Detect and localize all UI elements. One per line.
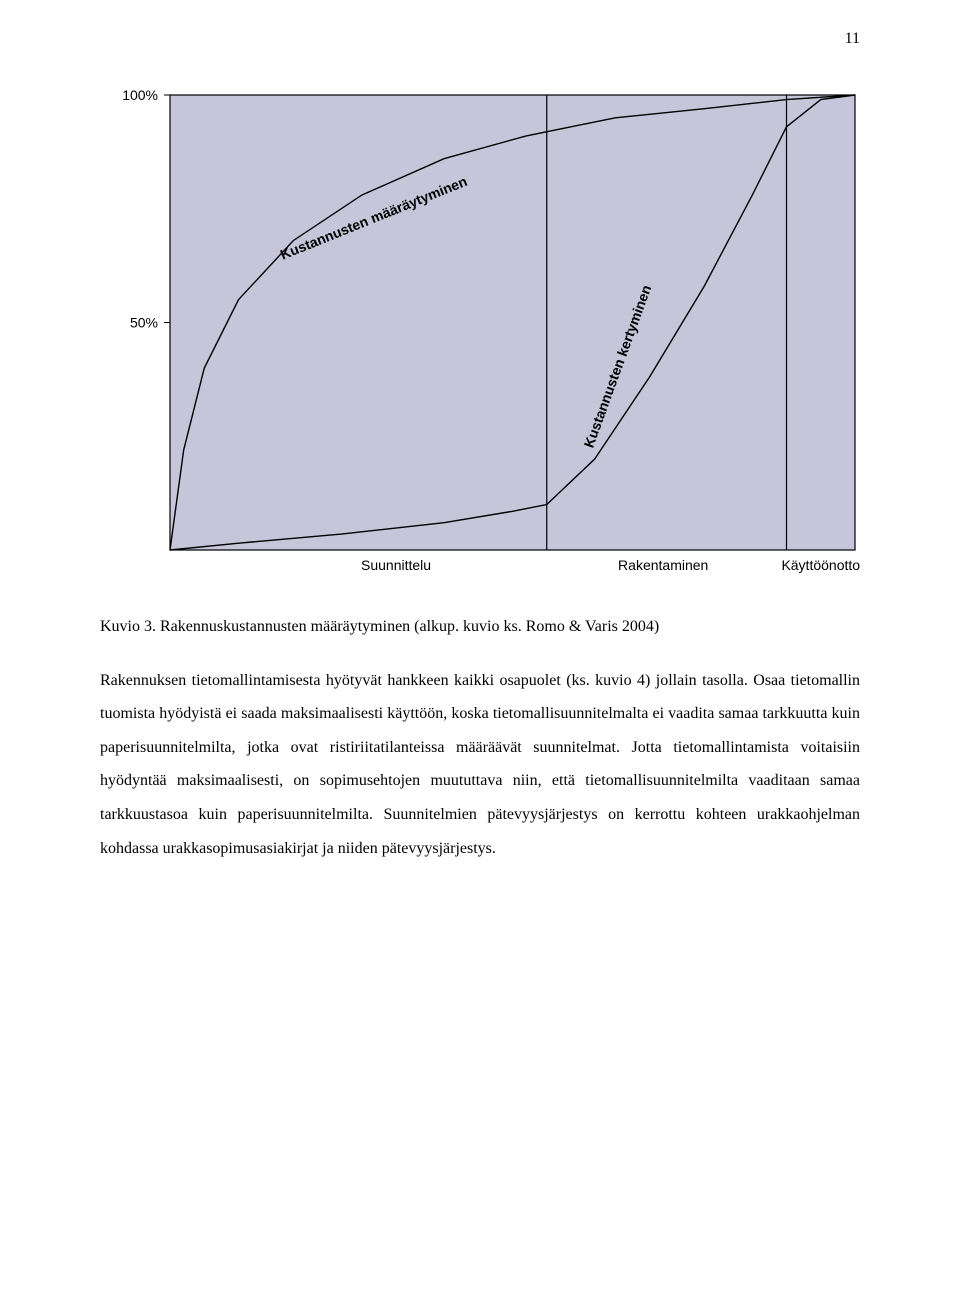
body-paragraph: Rakennuksen tietomallintamisesta hyötyvä… [100,664,860,866]
figure-caption: Kuvio 3. Rakennuskustannusten määräytymi… [100,610,860,644]
svg-text:Suunnittelu: Suunnittelu [361,557,431,573]
cost-chart: 100% 50% Suunnittelu Rakentaminen Käyttöönot… [100,80,860,580]
page-number: 11 [845,30,860,48]
svg-text:50%: 50% [130,315,158,331]
svg-text:Rakentaminen: Rakentaminen [618,557,708,573]
svg-text:100%: 100% [122,87,158,103]
svg-text:Käyttöönotto: Käyttöönotto [781,557,860,573]
cost-chart-svg: 100% 50% Suunnittelu Rakentaminen Käyttöönot… [100,80,860,580]
